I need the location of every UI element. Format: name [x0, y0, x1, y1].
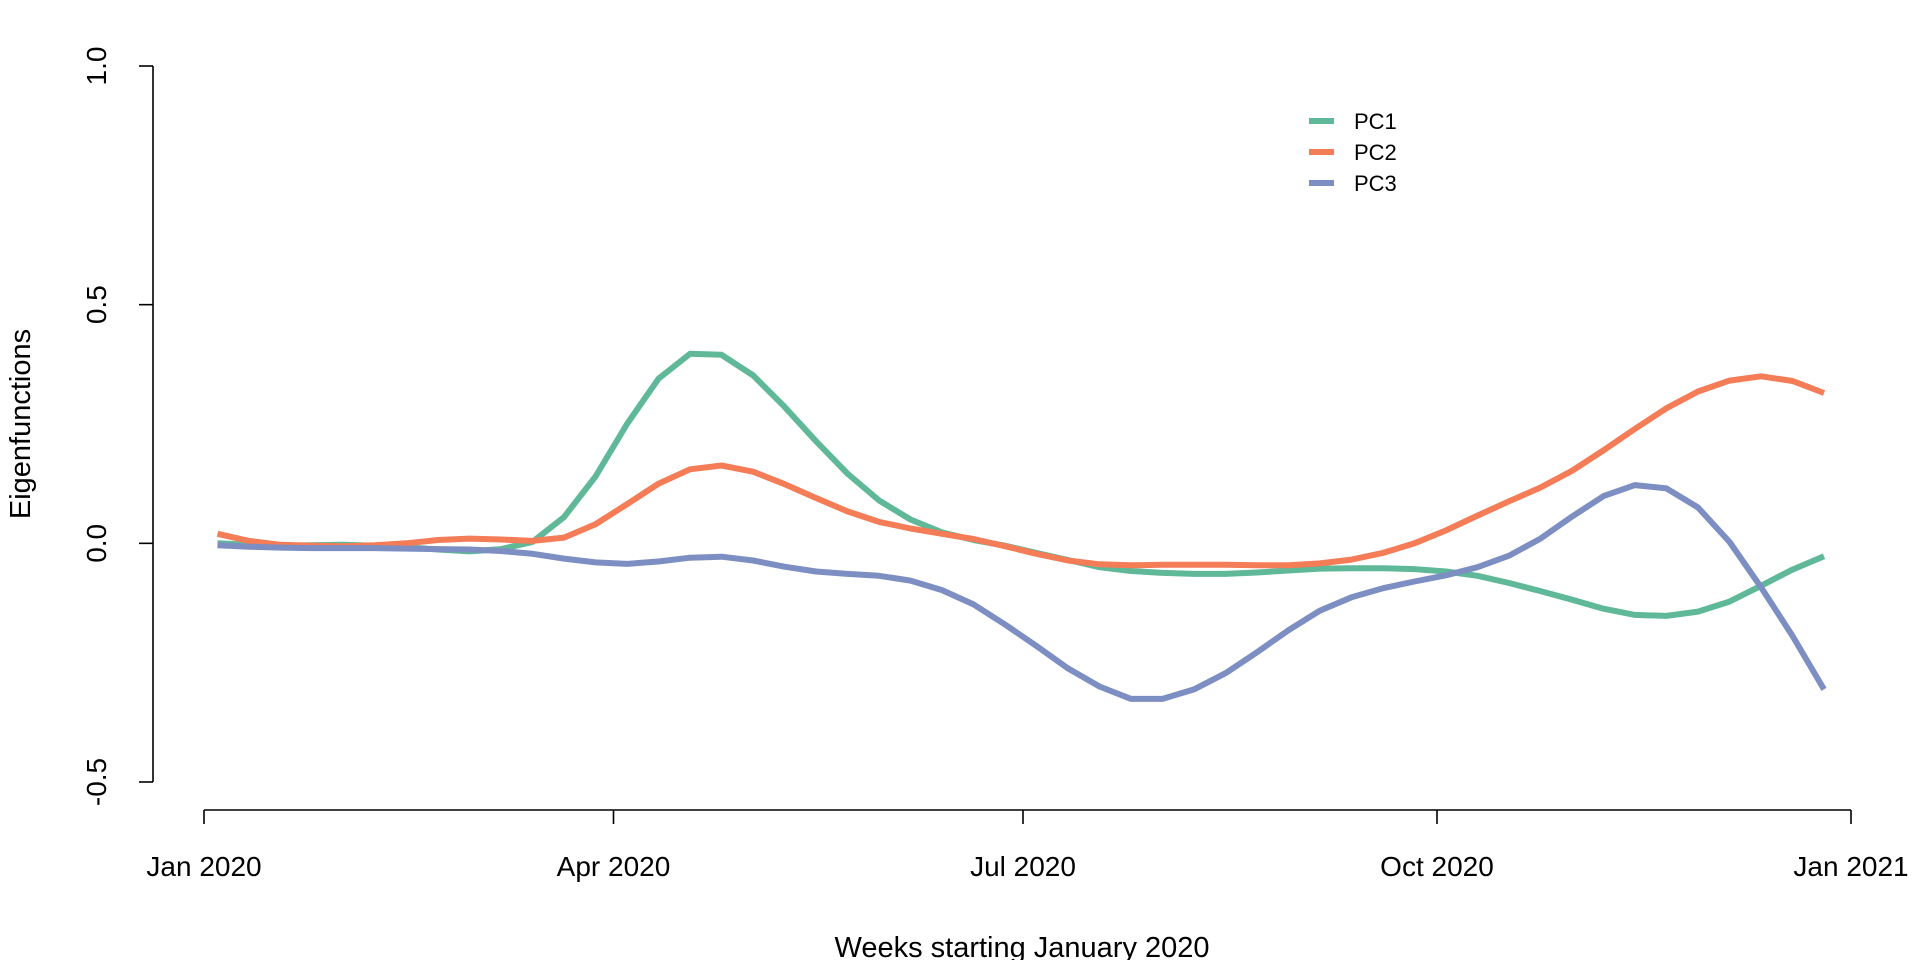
y-ticks: -0.5 0.0 0.5 1.0	[81, 47, 153, 806]
x-tick-label: Jul 2020	[970, 851, 1076, 882]
x-tick-label: Apr 2020	[557, 851, 671, 882]
y-tick-label: 1.0	[81, 47, 112, 86]
series-line-pc3	[217, 482, 1827, 702]
legend-label-pc1: PC1	[1354, 109, 1397, 134]
series-group	[216, 350, 1827, 702]
x-axis-title: Weeks starting January 2020	[834, 932, 1209, 960]
y-axis: -0.5 0.0 0.5 1.0	[81, 47, 154, 806]
y-tick-label: -0.5	[81, 758, 112, 806]
y-tick-label: 0.0	[81, 524, 112, 563]
legend-label-pc2: PC2	[1354, 140, 1397, 165]
series-line-pc1	[217, 350, 1826, 619]
x-tick-label: Jan 2021	[1793, 851, 1908, 882]
x-axis: Jan 2020 Apr 2020 Jul 2020 Oct 2020 Jan 2021	[146, 809, 1909, 882]
legend-label-pc3: PC3	[1354, 171, 1397, 196]
y-tick-label: 0.5	[81, 285, 112, 324]
x-ticks: Jan 2020 Apr 2020 Jul 2020 Oct 2020 Jan 2021	[146, 810, 1909, 882]
y-axis-title: Eigenfunctions	[5, 329, 37, 519]
x-tick-label: Oct 2020	[1380, 851, 1494, 882]
x-tick-label: Jan 2020	[146, 851, 261, 882]
legend: PC1 PC2 PC3	[1309, 109, 1397, 196]
series-line-pc2	[216, 373, 1826, 569]
